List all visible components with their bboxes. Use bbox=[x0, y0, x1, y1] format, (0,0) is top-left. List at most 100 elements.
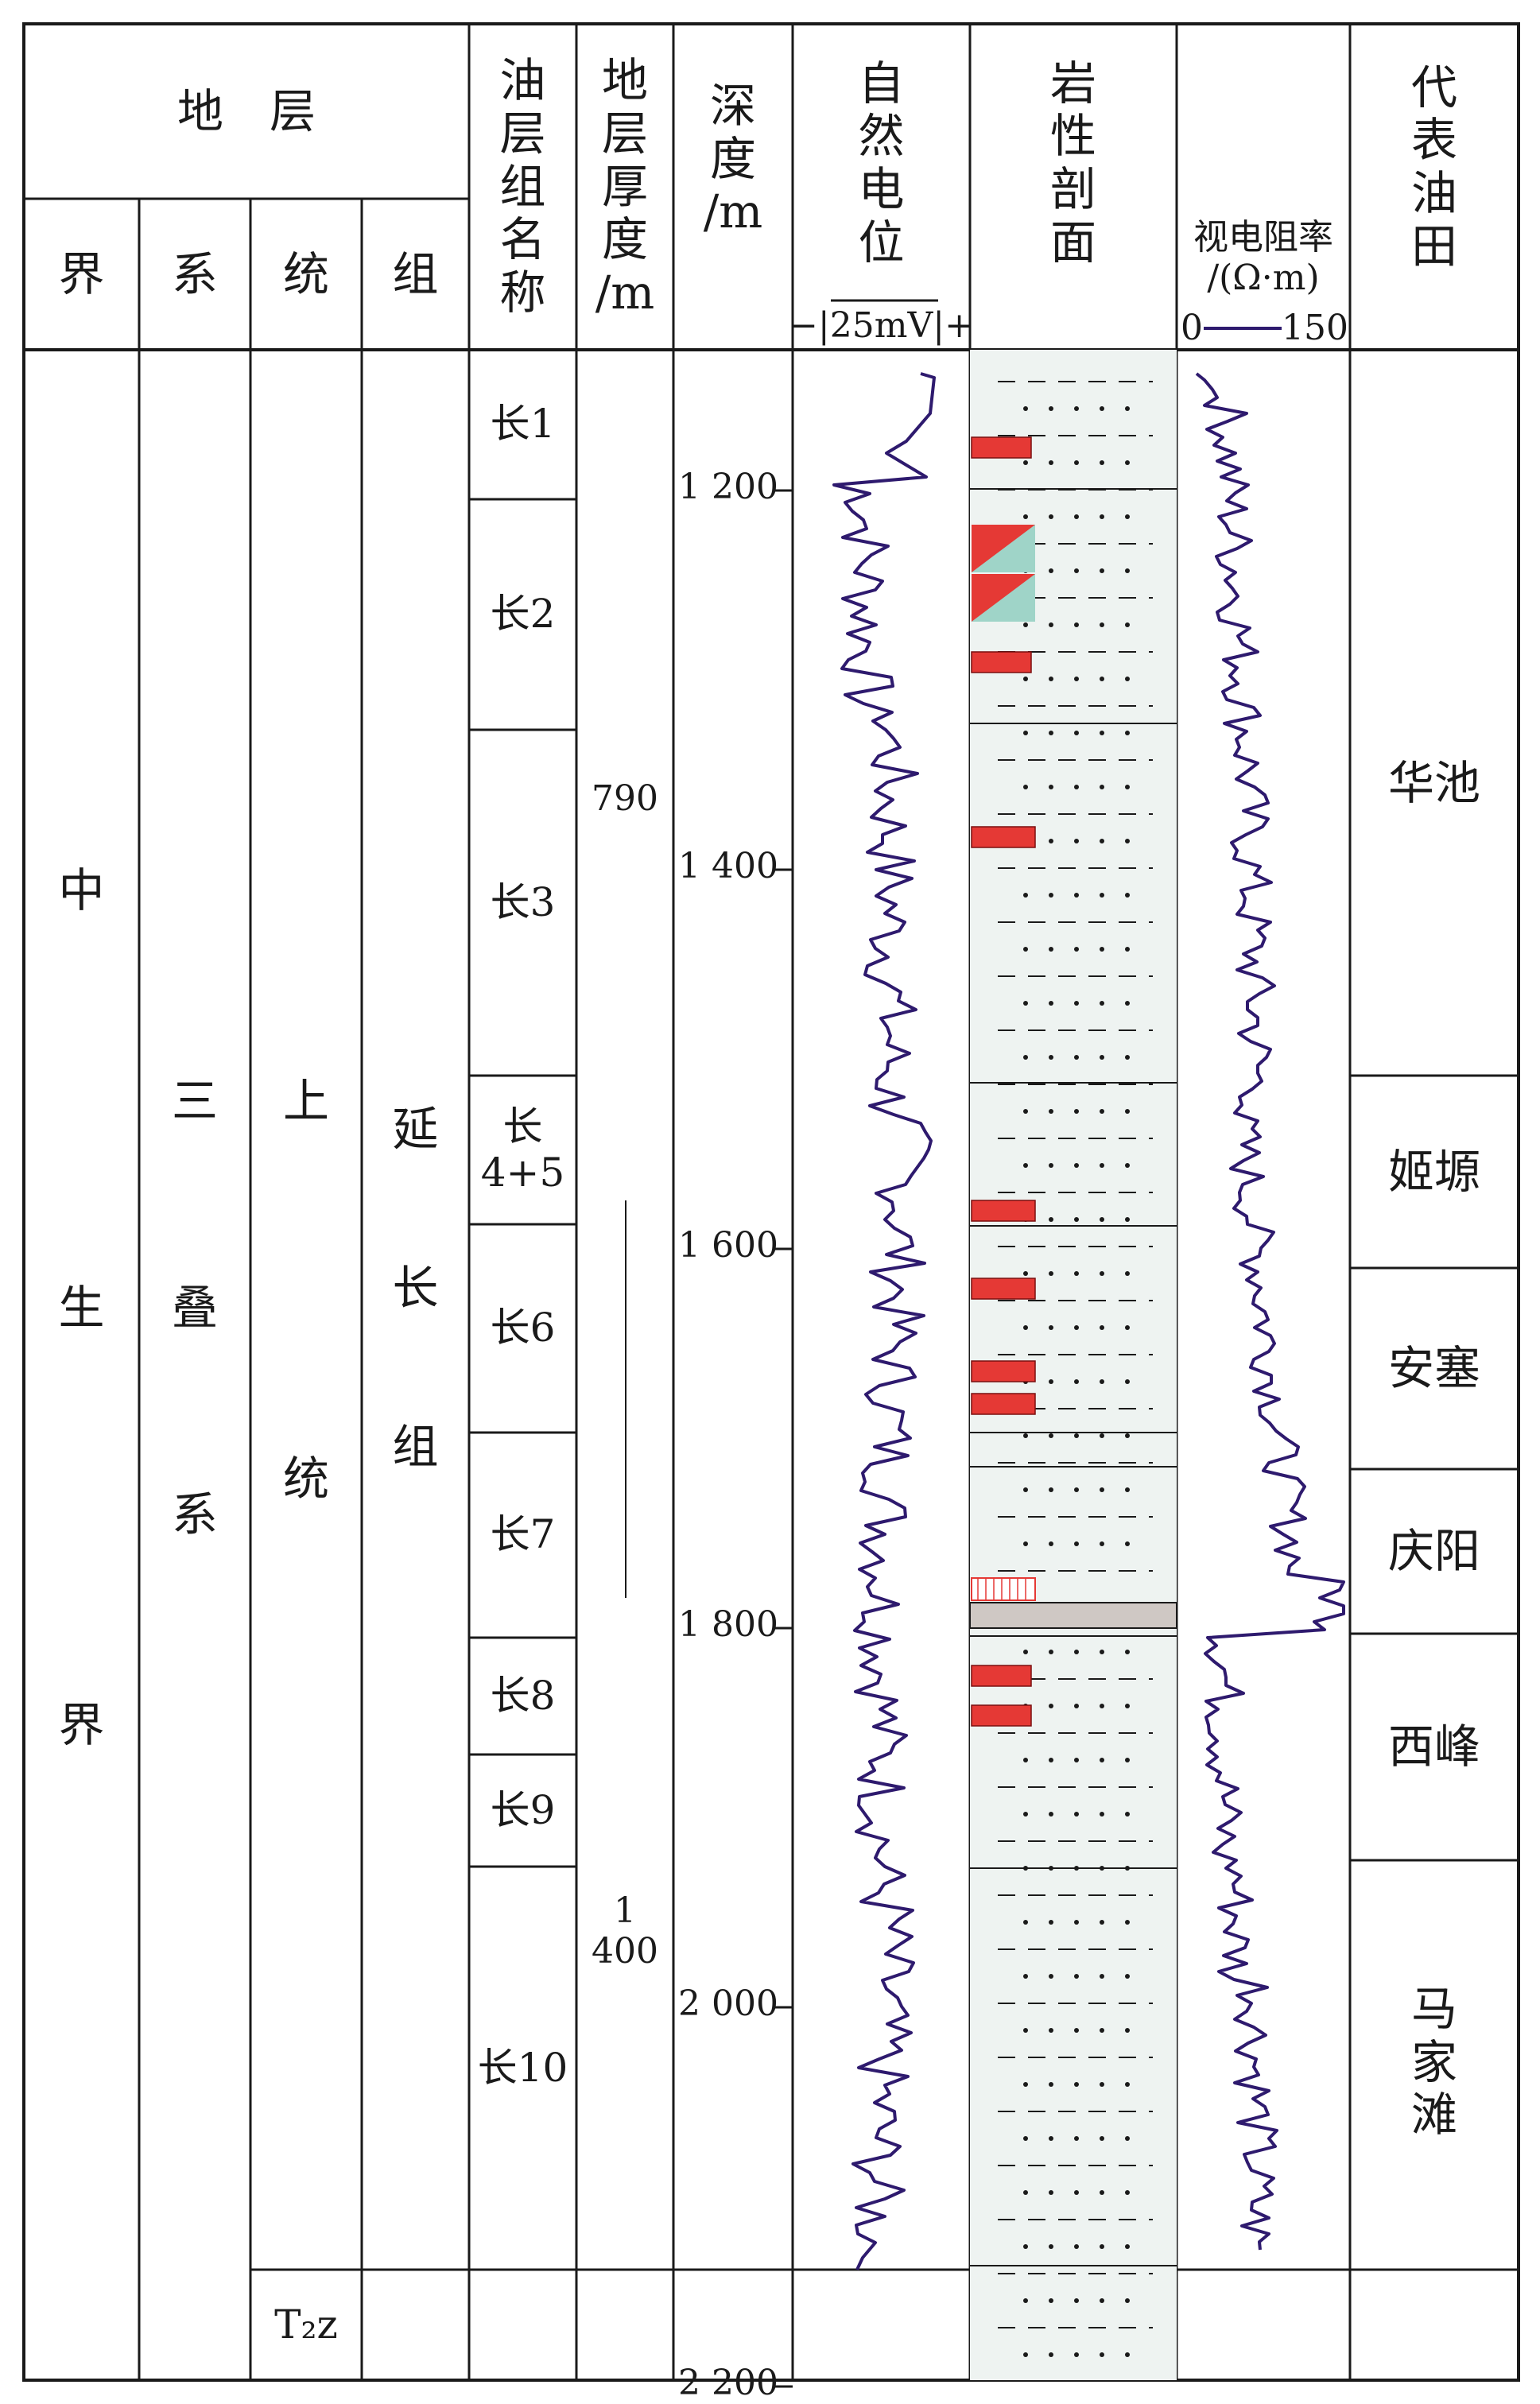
formation-char: 组 bbox=[392, 1419, 439, 1474]
lithology-dot bbox=[1023, 622, 1028, 627]
lithology-dot bbox=[1100, 947, 1104, 952]
lithology-dot bbox=[1074, 1704, 1079, 1708]
lithology-dot bbox=[1023, 2028, 1028, 2033]
oil-group-9: 长10 bbox=[477, 2044, 568, 2091]
lithology-dot bbox=[1074, 1163, 1079, 1168]
shale-band bbox=[969, 1602, 1177, 1629]
lithology-dot bbox=[1125, 2244, 1130, 2249]
lithology-dot bbox=[1125, 1974, 1130, 1979]
lithology-dot bbox=[1125, 1433, 1130, 1438]
res-scale-min: 0 bbox=[1181, 307, 1203, 348]
lithology-dot bbox=[1125, 839, 1130, 843]
lithology-dot bbox=[1100, 2244, 1104, 2249]
formation-char: 长 bbox=[392, 1260, 439, 1315]
erathem-char: 中 bbox=[58, 863, 105, 917]
lithology-dot bbox=[1074, 514, 1079, 519]
lithology-dot bbox=[1125, 1325, 1130, 1330]
oil-sand-bed bbox=[971, 826, 1036, 848]
lithology-dot bbox=[1100, 1055, 1104, 1060]
oil-sand-bed bbox=[971, 1360, 1036, 1382]
lithology-dot bbox=[1125, 622, 1130, 627]
lithology-dot bbox=[1049, 2082, 1053, 2087]
oilfield-6: 马家滩 bbox=[1410, 1981, 1457, 2142]
thickness-value-1: 790 bbox=[592, 777, 658, 819]
header-system: 系 bbox=[171, 246, 218, 301]
lithology-dot bbox=[1125, 514, 1130, 519]
lithology-dot bbox=[1049, 2136, 1053, 2141]
lithology-dot bbox=[1100, 2190, 1104, 2195]
lithology-dot bbox=[1023, 785, 1028, 789]
lithology-dot bbox=[1074, 947, 1079, 952]
lithology-dot bbox=[1023, 2298, 1028, 2303]
lithology-dot bbox=[1023, 2244, 1028, 2249]
lithology-dot bbox=[1100, 1109, 1104, 1114]
lithology-dot bbox=[1049, 1433, 1053, 1438]
lithology-dot bbox=[1125, 1217, 1130, 1222]
lithology-dot bbox=[1023, 1487, 1028, 1492]
lithology-dot bbox=[1023, 514, 1028, 519]
lithology-dot bbox=[1125, 2082, 1130, 2087]
lithology-dot bbox=[1049, 731, 1053, 735]
lithology-dot bbox=[1100, 1758, 1104, 1762]
lithology-dot bbox=[1125, 1704, 1130, 1708]
lithology-dot bbox=[1049, 514, 1053, 519]
header-oil-group-name: 油层组名称 bbox=[499, 53, 546, 320]
header-erathem: 界 bbox=[58, 246, 105, 301]
lithology-dot bbox=[1049, 1920, 1053, 1925]
lithology-dot bbox=[1125, 2352, 1130, 2357]
header-sp-scale: −|25mV|+ bbox=[789, 304, 974, 346]
lithology-dot bbox=[1125, 2298, 1130, 2303]
oil-sand-bed bbox=[971, 436, 1032, 459]
lithology-dot bbox=[1100, 1433, 1104, 1438]
lithology-dot bbox=[1074, 1541, 1079, 1546]
lithology-dot bbox=[1125, 1379, 1130, 1384]
lithology-dot bbox=[1100, 460, 1104, 465]
resistivity-log-curve bbox=[1195, 372, 1345, 2251]
lithology-dot bbox=[1125, 893, 1130, 898]
depth-label: 1 200 bbox=[678, 466, 778, 507]
series-char: 上 bbox=[282, 1073, 329, 1128]
lithology-dot bbox=[1074, 1217, 1079, 1222]
lithology-dot bbox=[1074, 2352, 1079, 2357]
lithology-dot bbox=[1125, 1758, 1130, 1762]
lithology-dot bbox=[1100, 677, 1104, 681]
lithology-dot bbox=[1023, 1001, 1028, 1006]
lithology-dot bbox=[1049, 1217, 1053, 1222]
lithology-dot bbox=[1049, 1163, 1053, 1168]
lithology-dot bbox=[1125, 460, 1130, 465]
header-sp: 自然电位 bbox=[858, 56, 905, 269]
lithology-dot bbox=[1023, 1541, 1028, 1546]
oil-sand-bed bbox=[971, 1200, 1036, 1222]
lithology-dot bbox=[1074, 1325, 1079, 1330]
lithology-dot bbox=[1074, 1650, 1079, 1654]
lithology-dot bbox=[1023, 1812, 1028, 1817]
lithology-dot bbox=[1049, 1271, 1053, 1276]
lithology-dot bbox=[1074, 2190, 1079, 2195]
lithology-dot bbox=[1074, 1271, 1079, 1276]
lithology-dot bbox=[1074, 785, 1079, 789]
lithology-dot bbox=[1023, 731, 1028, 735]
lithology-dot bbox=[1125, 1109, 1130, 1114]
lithology-dot bbox=[1074, 460, 1079, 465]
header-oilfield: 代表油田 bbox=[1410, 60, 1457, 273]
lithology-dot bbox=[1049, 839, 1053, 843]
lithology-dot bbox=[1100, 1541, 1104, 1546]
header-thickness: 地层厚度/m bbox=[595, 53, 655, 320]
lithology-dot bbox=[1074, 622, 1079, 627]
bottom-unit-label: T₂z bbox=[274, 2301, 338, 2348]
header-series: 统 bbox=[282, 246, 329, 301]
lithology-dot bbox=[1125, 1650, 1130, 1654]
header-formation: 组 bbox=[392, 246, 439, 301]
lithology-dot bbox=[1125, 406, 1130, 411]
lithology-dot bbox=[1049, 1974, 1053, 1979]
hatched-bed bbox=[971, 1577, 1036, 1601]
lithology-dot bbox=[1049, 1758, 1053, 1762]
depth-label: 2 000 bbox=[678, 1983, 778, 2024]
lithology-dot bbox=[1100, 1974, 1104, 1979]
oilfield-3: 安塞 bbox=[1387, 1341, 1480, 1396]
lithology-dot bbox=[1100, 2082, 1104, 2087]
red-triangle-bed bbox=[972, 574, 1035, 622]
lithology-dot bbox=[1125, 2190, 1130, 2195]
series-char: 统 bbox=[282, 1451, 329, 1506]
lithology-dot bbox=[1023, 1920, 1028, 1925]
